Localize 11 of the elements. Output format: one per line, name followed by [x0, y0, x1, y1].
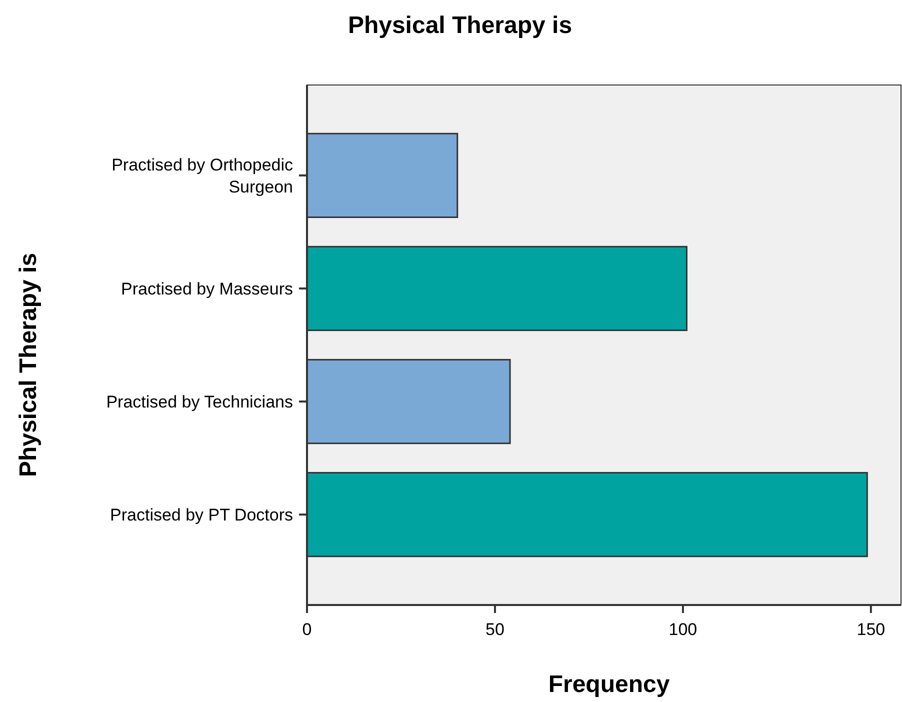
x-axis-title: Frequency — [548, 671, 670, 698]
y-tick-label: Practised by PT Doctors — [110, 506, 293, 525]
x-tick-label: 150 — [856, 620, 886, 639]
y-axis-title: Physical Therapy is — [15, 252, 42, 478]
x-tick-label: 0 — [302, 620, 312, 639]
y-tick-label: Practised by Technicians — [106, 392, 293, 412]
y-tick-label: Practised by Orthopedic Surgeon — [112, 155, 294, 196]
x-tick-label: 100 — [668, 620, 698, 639]
y-tick-label: Practised by Masseurs — [121, 279, 293, 298]
x-tick-label: 50 — [486, 620, 504, 639]
chart-title: Physical Therapy is — [348, 12, 572, 39]
